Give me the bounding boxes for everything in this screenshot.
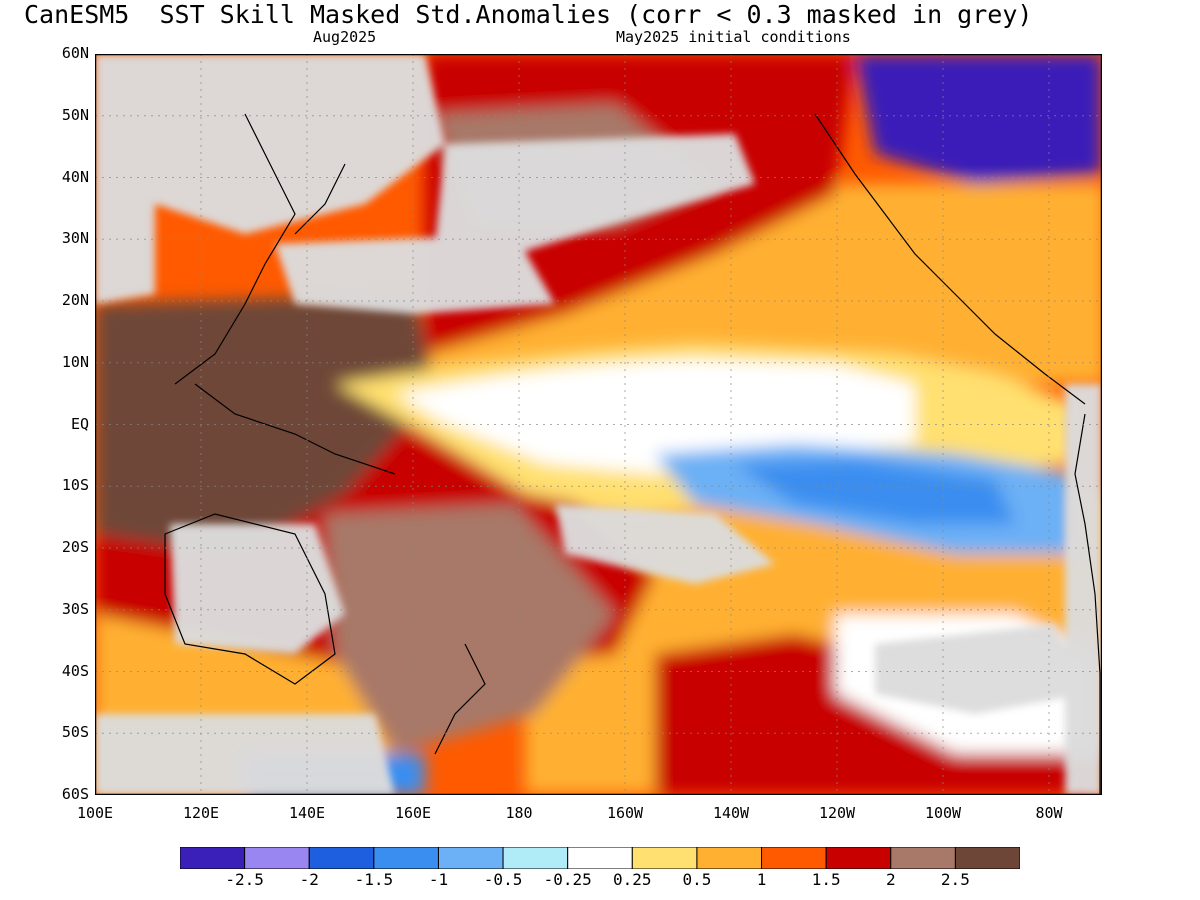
colorbar-swatch [954,847,1020,869]
mask-east-asia [155,54,445,234]
colorbar-tick-label: -2.5 [225,870,264,889]
latitude-label: 30S [61,599,89,618]
latitude-label: EQ [70,414,89,433]
colorbar-tick-label: -1 [428,870,449,889]
colorbar-swatch [890,847,956,869]
anomaly-strong-coral-sea [325,504,615,754]
colorbar-swatch [631,847,698,869]
longitude-label: 100E [76,804,114,822]
colorbar-tick-label: 0.25 [613,870,652,889]
map-grid [95,54,1102,795]
colorbar-swatch [761,847,827,869]
colorbar-tick-label: -2 [299,870,319,889]
valid-month-label: Aug2025 [313,28,377,46]
colorbar-tick-label: -0.5 [483,870,523,889]
coastline-japan [294,163,346,235]
colorbar-swatch [502,847,569,869]
mask-subtropical-north-pacific [275,234,555,314]
colorbar-swatch [244,847,310,869]
coastline-maritime-continent [194,383,396,475]
coastline-australia [164,513,336,685]
longitude-label: 140W [712,804,750,822]
longitude-label: 180 [505,804,533,822]
anomaly-cold-core-southeast-pacific [735,459,1015,524]
colorbar-swatch [696,847,763,869]
longitude-label: 100W [924,804,962,822]
mask-australia [170,524,345,654]
longitude-label: 80W [1035,804,1063,822]
latitude-label: 20S [61,538,89,556]
map-title: CanESM5 SST Skill Masked Std.Anomalies (… [24,0,1033,29]
longitude-label: 160W [606,804,644,822]
colorbar-swatch [437,847,504,869]
latitude-label: 60N [61,44,89,62]
latitude-label: 10S [61,476,89,495]
coastline-north-america [814,113,1086,405]
longitude-label: 160E [394,804,432,822]
sst-anomaly-map [95,54,1102,795]
colorbar-swatch [373,847,439,869]
latitude-label: 50N [61,105,89,124]
coastline-new-zealand [434,643,486,755]
colorbar-swatch [308,847,375,869]
mask-south-america [1065,384,1102,795]
mask-west-edge [95,54,155,304]
colorbar-tick-label: 0.5 [682,870,712,889]
colorbar-swatch [567,847,633,869]
colorbar-tick-label: 2 [885,870,896,889]
longitude-label: 120E [182,804,220,822]
colorbar-tick-label: -0.25 [543,870,592,889]
colorbar-tick-label: 1 [756,870,767,889]
latitude-label: 20N [61,291,89,309]
colorbar-swatch [825,847,892,869]
mask-southeast-pacific [875,624,1085,714]
colorbar-tick-label: 2.5 [940,870,970,889]
initial-conditions-label: May2025 initial conditions [616,28,851,46]
mask-southern-ocean-west [95,714,395,795]
map-border [95,54,1102,795]
mask-north-pacific [435,134,755,254]
colorbar [180,847,1020,869]
mask-south-central-pacific [555,504,775,584]
coastline-east-asia [174,113,296,385]
coastline-south-america [1074,413,1101,795]
latitude-label: 30N [61,229,89,248]
longitude-label: 140E [288,804,326,822]
latitude-label: 10N [61,352,89,371]
latitude-label: 40N [61,167,89,186]
anomaly-very-cold-north-america [855,54,1102,184]
colorbar-tick-label: -1.5 [354,870,394,889]
colorbar-tick-label: 1.5 [811,870,841,889]
longitude-label: 120W [818,804,856,822]
latitude-label: 40S [61,661,89,680]
latitude-label: 50S [61,723,89,742]
latitude-label: 60S [61,785,89,803]
colorbar-swatch [180,847,246,869]
